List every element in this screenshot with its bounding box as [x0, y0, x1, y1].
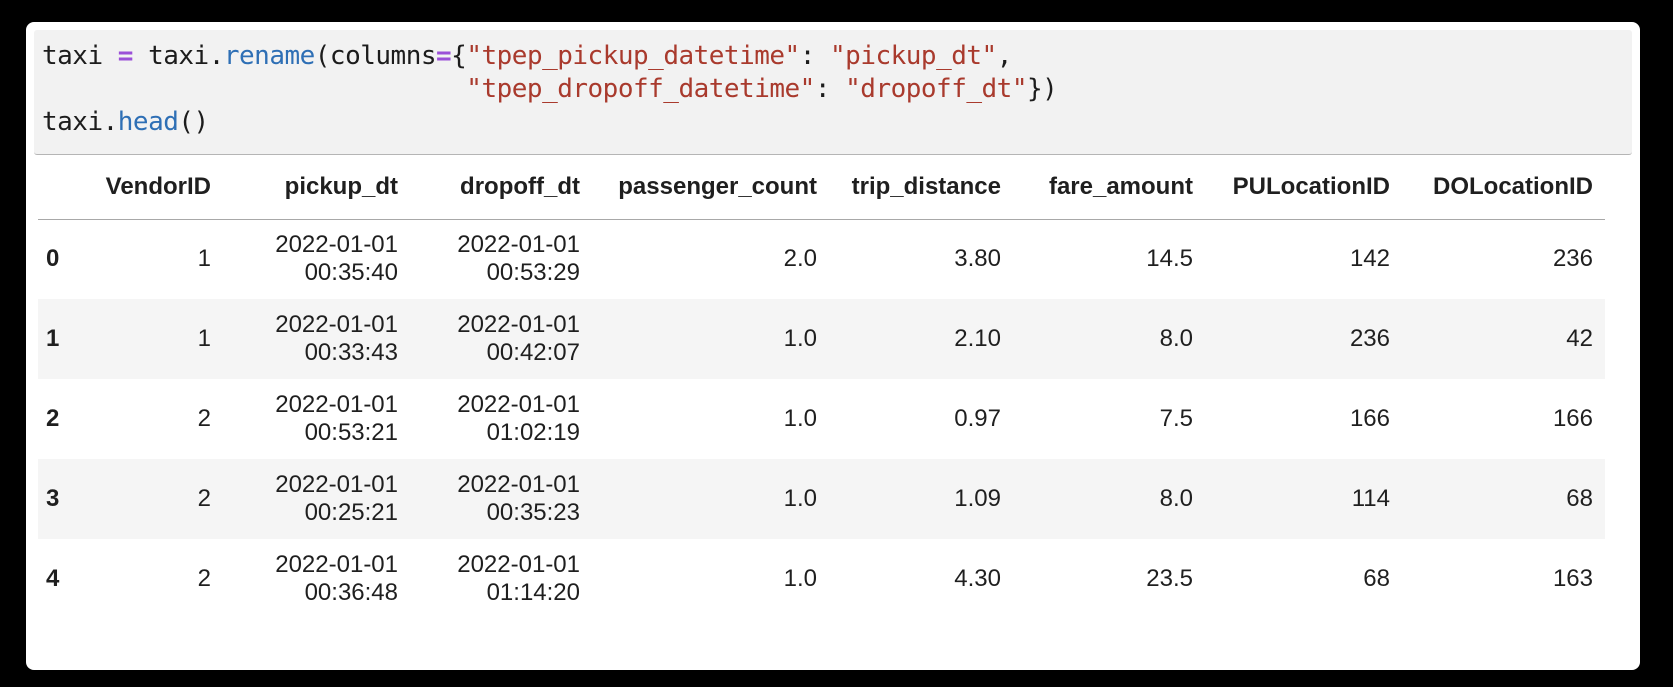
cell-trip_distance: 4.30 [954, 565, 1001, 592]
table-header: VendorID pickup_dt dropoff_dt passenger_cou… [38, 157, 1605, 220]
cell-dropoff_dt: 2022-01-01 00:35:23 [457, 471, 580, 526]
code-token-plain [42, 74, 466, 104]
column-header-PULocationID: PULocationID [1205, 157, 1402, 220]
cell-passenger_count: 1.0 [783, 325, 817, 352]
code-editor[interactable]: taxi = taxi.rename(columns={"tpep_pickup… [42, 40, 1618, 139]
table-row: 3 2 2022-01-01 00:25:21 2022-01-01 00:35:23… [38, 459, 1605, 539]
column-header-fare_amount: fare_amount [1013, 157, 1205, 220]
notebook-panel: taxi = taxi.rename(columns={"tpep_pickup… [26, 22, 1640, 670]
cell-VendorID: 1 [197, 245, 211, 273]
code-token-string: "tpep_pickup_datetime" [466, 41, 800, 71]
cell-dropoff_dt: 2022-01-01 00:42:07 [457, 311, 580, 366]
column-header-VendorID: VendorID [93, 157, 223, 220]
code-token-plain: { [451, 41, 467, 71]
code-token-plain: : [814, 74, 846, 104]
table-row: 2 2 2022-01-01 00:53:21 2022-01-01 01:02:19… [38, 379, 1605, 459]
header-row: VendorID pickup_dt dropoff_dt passenger_cou… [38, 157, 1605, 220]
cell-PULocationID: 166 [1349, 405, 1390, 432]
row-index: 2 [46, 405, 60, 432]
column-header-passenger_count: passenger_count [592, 157, 829, 220]
code-token-plain: }) [1026, 74, 1058, 104]
cell-DOLocationID: 236 [1552, 245, 1593, 273]
cell-passenger_count: 1.0 [783, 565, 817, 592]
column-header-trip_distance: trip_distance [829, 157, 1013, 220]
code-token-plain: taxi. [42, 107, 118, 137]
cell-passenger_count: 1.0 [783, 405, 817, 432]
cell-VendorID: 2 [197, 485, 211, 512]
cell-PULocationID: 142 [1349, 245, 1390, 273]
table-row: 1 1 2022-01-01 00:33:43 2022-01-01 00:42:07… [38, 299, 1605, 379]
cell-pickup_dt: 2022-01-01 00:35:40 [275, 231, 398, 287]
row-index: 3 [46, 485, 60, 512]
cell-passenger_count: 2.0 [783, 245, 817, 273]
code-token-function: head [117, 107, 179, 137]
index-column-header [38, 157, 93, 220]
code-token-operator: = [117, 41, 134, 71]
code-token-function: rename [223, 41, 315, 71]
table-body: 0 1 2022-01-01 00:35:40 2022-01-01 00:53:29… [38, 219, 1605, 619]
row-index: 0 [46, 245, 60, 273]
cell-trip_distance: 3.80 [954, 245, 1001, 273]
cell-pickup_dt: 2022-01-01 00:36:48 [275, 551, 398, 606]
cell-DOLocationID: 42 [1566, 325, 1593, 352]
code-cell[interactable]: taxi = taxi.rename(columns={"tpep_pickup… [34, 30, 1632, 155]
cell-fare_amount: 7.5 [1159, 405, 1193, 432]
cell-passenger_count: 1.0 [783, 485, 817, 512]
cell-VendorID: 2 [197, 565, 211, 592]
cell-dropoff_dt: 2022-01-01 01:14:20 [457, 551, 580, 606]
cell-fare_amount: 14.5 [1146, 245, 1193, 273]
cell-PULocationID: 236 [1349, 325, 1390, 352]
cell-fare_amount: 23.5 [1146, 565, 1193, 592]
cell-trip_distance: 2.10 [954, 325, 1001, 352]
column-header-DOLocationID: DOLocationID [1402, 157, 1605, 220]
code-token-operator: = [436, 41, 452, 71]
cell-dropoff_dt: 2022-01-01 01:02:19 [457, 391, 580, 446]
dataframe-output: VendorID pickup_dt dropoff_dt passenger_cou… [26, 157, 1640, 619]
code-token-plain: () [178, 107, 209, 137]
cell-fare_amount: 8.0 [1159, 485, 1193, 512]
column-header-dropoff_dt: dropoff_dt [410, 157, 592, 220]
cell-DOLocationID: 68 [1566, 485, 1593, 512]
row-index: 4 [46, 565, 60, 592]
table-row: 4 2 2022-01-01 00:36:48 2022-01-01 01:14:20… [38, 539, 1605, 619]
code-token-plain: , [996, 41, 1013, 71]
code-token-string: "tpep_dropoff_datetime" [466, 74, 815, 104]
row-index: 1 [46, 325, 60, 352]
cell-dropoff_dt: 2022-01-01 00:53:29 [457, 231, 580, 287]
dataframe-table: VendorID pickup_dt dropoff_dt passenger_cou… [38, 157, 1605, 619]
code-token-plain: (columns [314, 41, 437, 71]
cell-fare_amount: 8.0 [1159, 325, 1193, 352]
code-token-string: "dropoff_dt" [845, 74, 1027, 104]
code-token-plain: taxi [42, 41, 118, 71]
cell-pickup_dt: 2022-01-01 00:33:43 [275, 311, 398, 366]
cell-DOLocationID: 163 [1552, 565, 1593, 592]
cell-trip_distance: 1.09 [954, 485, 1001, 512]
cell-DOLocationID: 166 [1552, 405, 1593, 432]
cell-PULocationID: 68 [1363, 565, 1390, 592]
code-token-plain: : [799, 41, 831, 71]
cell-PULocationID: 114 [1351, 485, 1390, 512]
table-row: 0 1 2022-01-01 00:35:40 2022-01-01 00:53:29… [38, 219, 1605, 299]
cell-pickup_dt: 2022-01-01 00:53:21 [275, 391, 398, 446]
code-token-plain: taxi. [132, 41, 224, 71]
cell-VendorID: 2 [197, 405, 211, 432]
code-token-string: "pickup_dt" [830, 41, 997, 71]
cell-trip_distance: 0.97 [954, 405, 1001, 432]
column-header-pickup_dt: pickup_dt [223, 157, 410, 220]
cell-pickup_dt: 2022-01-01 00:25:21 [275, 471, 398, 526]
cell-VendorID: 1 [197, 325, 211, 352]
